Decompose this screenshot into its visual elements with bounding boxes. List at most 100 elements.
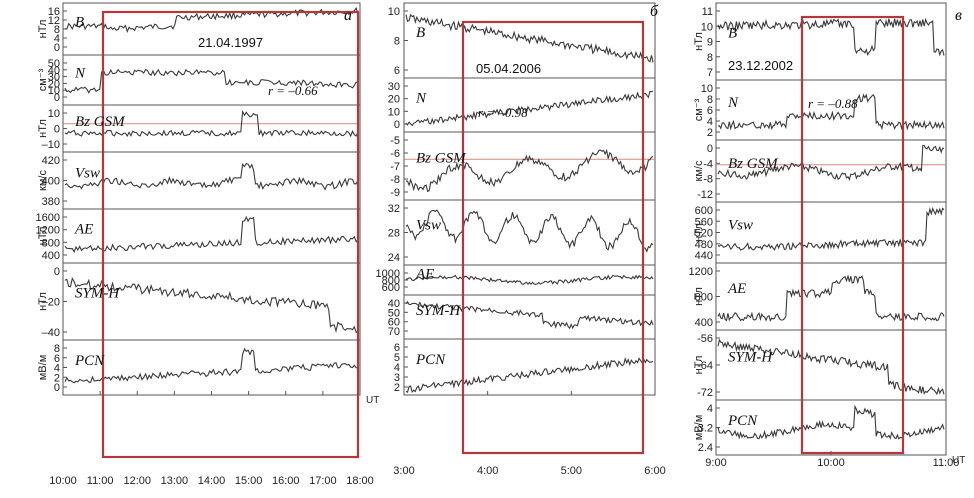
param-label: Vsw [416, 217, 441, 233]
y-tick-label: 10 [48, 108, 60, 120]
y-tick-label: 400 [695, 317, 713, 329]
y-tick-label: 10 [48, 85, 60, 97]
ut-label: UT [952, 455, 965, 466]
y-tick-label: 11 [702, 6, 713, 18]
y-tick-label: -4 [703, 158, 713, 170]
unit-label: нТл [37, 20, 49, 39]
y-tick-label: 0 [707, 143, 713, 155]
y-tick-label: 800 [382, 275, 400, 287]
y-tick-label: 440 [695, 250, 713, 262]
y-tick-label: 400 [42, 250, 60, 262]
panel-date: 23.12.2002 [728, 58, 793, 73]
x-tick-label: 18:00 [346, 475, 374, 487]
y-tick-label: 0 [54, 382, 60, 394]
y-tick-label: -12 [697, 189, 713, 201]
y-tick-label: 20 [48, 78, 60, 90]
param-label: PCN [74, 353, 105, 369]
panel-letter: в [955, 7, 962, 24]
y-tick-label: 6 [54, 353, 60, 365]
unit-label: нТл [37, 227, 49, 246]
y-tick-label: 0 [54, 266, 60, 278]
y-tick-label: 50 [48, 58, 60, 70]
trace-ae [405, 274, 654, 286]
y-tick-label: –40 [42, 327, 60, 339]
panel-date: 21.04.1997 [198, 35, 263, 50]
y-tick-label: 16 [48, 6, 60, 18]
x-tick-label: 11:00 [933, 457, 960, 469]
y-tick-label: 3 [394, 372, 400, 384]
y-tick-label: 24 [388, 252, 400, 264]
panel-letter: б [650, 3, 659, 20]
y-tick-label: 9 [707, 37, 713, 49]
param-label: SYM-H [416, 303, 461, 319]
y-tick-label: 800 [42, 237, 60, 249]
x-tick-label: 3:00 [393, 465, 414, 477]
panel-date: 05.04.2006 [476, 61, 541, 76]
param-label: Vsw [75, 166, 100, 182]
y-tick-label: 8 [54, 343, 60, 355]
y-tick-label: –20 [42, 297, 60, 309]
y-tick-label: 12 [48, 15, 60, 27]
unit-label: мВ/м [37, 355, 49, 381]
param-label: B [75, 14, 84, 30]
y-tick-label: 0 [54, 92, 60, 104]
unit-label: нТл [37, 292, 49, 311]
trace-pcn [405, 357, 654, 394]
y-tick-label: 70 [388, 326, 400, 338]
param-label: PCN [415, 352, 446, 368]
y-tick-label: 420 [42, 155, 60, 167]
unit-label: нТл [693, 32, 705, 51]
y-tick-label: 600 [382, 282, 400, 294]
y-tick-label: -64 [697, 360, 713, 372]
x-tick-label: 16:00 [272, 475, 300, 487]
trace-ae [717, 274, 945, 323]
y-tick-label: 6 [394, 65, 400, 77]
highlight-box [461, 20, 645, 455]
unit-label: км/с [693, 160, 705, 181]
y-tick-label: 0 [394, 119, 400, 131]
highlight-box [101, 10, 360, 459]
y-tick-label: 3.2 [698, 423, 713, 435]
y-tick-label: 4 [707, 116, 713, 128]
y-tick-label: 2 [707, 127, 713, 139]
y-tick-label: 10 [701, 21, 713, 33]
trace-bz-gsm [405, 148, 654, 193]
y-tick-label: 10 [388, 106, 400, 118]
y-tick-label: 1200 [689, 266, 713, 278]
y-tick-label: 1200 [36, 225, 60, 237]
y-tick-label: 40 [388, 298, 400, 310]
param-label: Bz GSM [75, 114, 126, 130]
y-tick-label: 2.4 [698, 442, 713, 454]
trace-n [405, 90, 654, 127]
param-label: B [416, 25, 425, 41]
y-tick-label: 480 [695, 239, 713, 251]
y-tick-label: 8 [707, 94, 713, 106]
trace-sym-h [64, 277, 359, 334]
param-label: Bz GSM [728, 156, 779, 172]
trace-sym-h [405, 300, 654, 330]
y-tick-label: 2 [394, 382, 400, 394]
unit-label: см⁻³ [37, 68, 49, 91]
param-label: N [74, 66, 86, 82]
trace-vsw [717, 207, 945, 251]
panel-frame-0 [62, 2, 361, 396]
param-label: N [727, 95, 739, 111]
y-tick-label: 30 [48, 72, 60, 84]
ut-label: UT [366, 395, 379, 406]
y-tick-label: 380 [42, 196, 60, 208]
y-tick-label: 800 [695, 292, 713, 304]
y-tick-label: 1600 [36, 212, 60, 224]
param-label: Vsw [728, 217, 753, 233]
y-tick-label: 40 [48, 65, 60, 77]
y-tick-label: 4 [394, 362, 400, 374]
trace-bz-gsm [64, 109, 359, 138]
y-tick-label: 8 [707, 52, 713, 64]
trace-pcn [64, 347, 359, 384]
correlation-label: r = –0.98 [478, 105, 528, 120]
y-tick-label: 0 [54, 42, 60, 54]
y-tick-label: 20 [388, 94, 400, 106]
y-tick-label: 400 [42, 176, 60, 188]
y-tick-label: 520 [695, 228, 713, 240]
trace-vsw [405, 209, 654, 253]
x-tick-label: 12:00 [123, 475, 151, 487]
